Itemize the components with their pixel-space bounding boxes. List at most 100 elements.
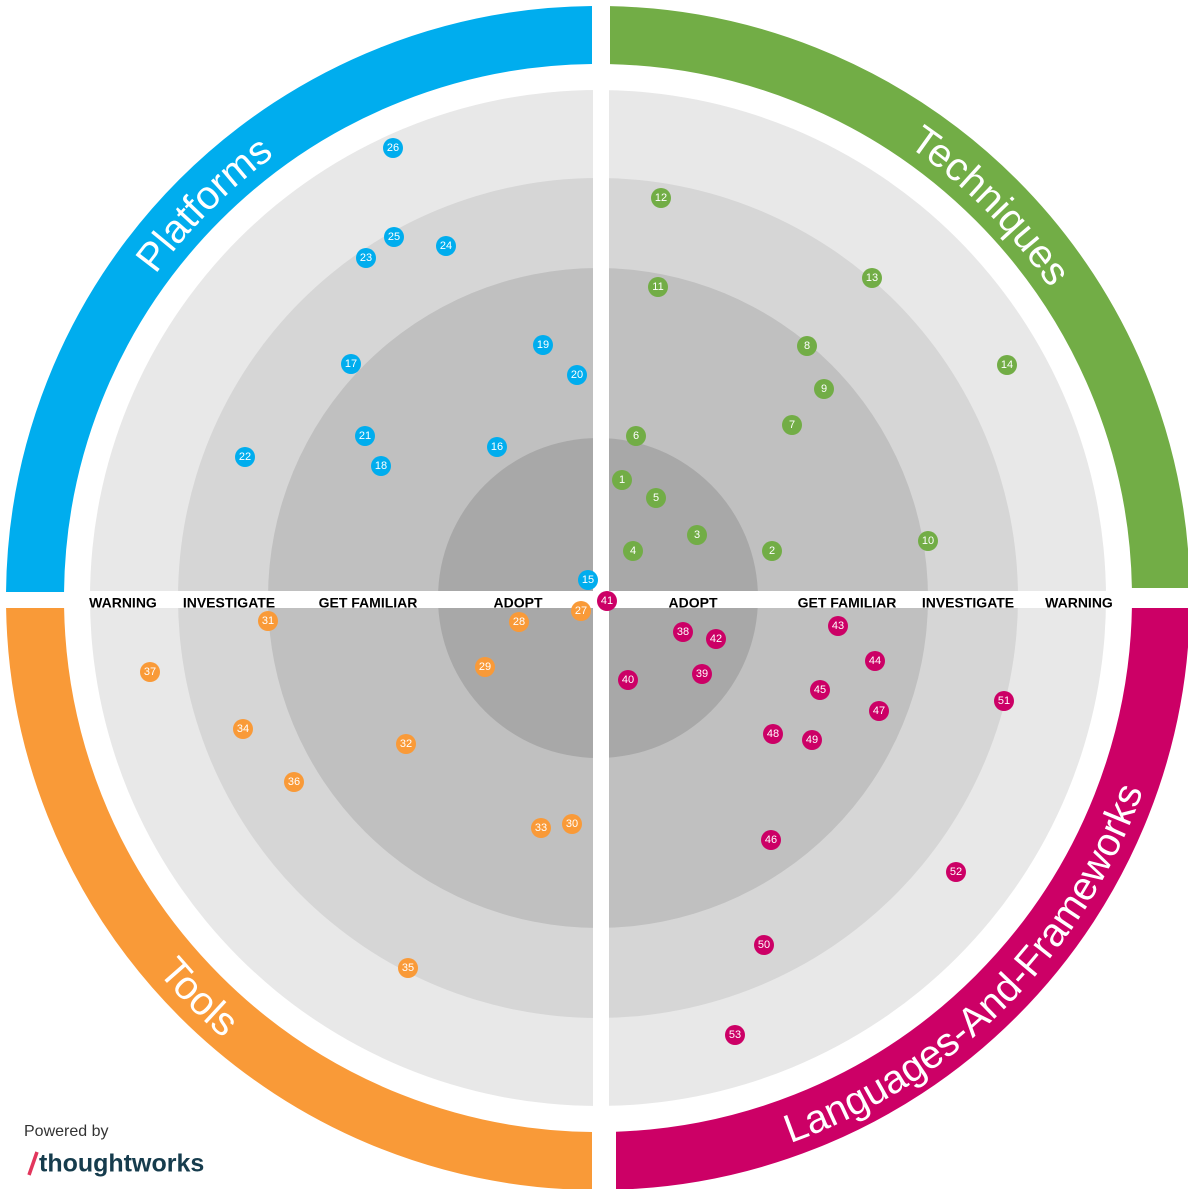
blip: 19 — [533, 335, 553, 355]
blip-number: 33 — [535, 822, 547, 834]
blip: 49 — [802, 730, 822, 750]
blip-number: 28 — [513, 616, 525, 628]
blip-number: 15 — [582, 574, 594, 586]
blip: 26 — [383, 138, 403, 158]
blip-dot — [396, 734, 416, 754]
blip: 13 — [862, 268, 882, 288]
blip-number: 14 — [1001, 359, 1013, 371]
blip-number: 2 — [769, 545, 775, 557]
blip-number: 31 — [262, 615, 274, 627]
blip-dot — [946, 862, 966, 882]
blip-dot — [797, 336, 817, 356]
blip-dot — [687, 525, 707, 545]
blip-number: 32 — [400, 738, 412, 750]
blip: 44 — [865, 651, 885, 671]
blip-number: 7 — [789, 419, 795, 431]
blip-dot — [869, 701, 889, 721]
ring-label: ADOPT — [669, 595, 718, 611]
blip-dot — [673, 622, 693, 642]
blip-number: 8 — [804, 340, 810, 352]
blip-dot — [509, 612, 529, 632]
blip-number: 53 — [729, 1029, 741, 1041]
blip: 35 — [398, 958, 418, 978]
blip: 47 — [869, 701, 889, 721]
blip: 12 — [651, 188, 671, 208]
blip-dot — [862, 268, 882, 288]
blip-number: 38 — [677, 626, 689, 638]
blip-number: 39 — [696, 668, 708, 680]
blip: 39 — [692, 664, 712, 684]
blip: 6 — [626, 426, 646, 446]
blip-number: 49 — [806, 734, 818, 746]
blip: 16 — [487, 437, 507, 457]
blip-number: 1 — [619, 474, 625, 486]
blip: 22 — [235, 447, 255, 467]
blip: 42 — [706, 629, 726, 649]
blip-dot — [436, 236, 456, 256]
blip: 21 — [355, 426, 375, 446]
blip-number: 34 — [237, 723, 249, 735]
blip: 8 — [797, 336, 817, 356]
brand-slash — [27, 1151, 39, 1176]
blip-number: 40 — [622, 674, 634, 686]
blip: 28 — [509, 612, 529, 632]
blip: 43 — [828, 616, 848, 636]
blip-number: 30 — [566, 818, 578, 830]
blip-dot — [533, 335, 553, 355]
blip-dot — [562, 814, 582, 834]
ring-label: INVESTIGATE — [183, 595, 275, 611]
blip-dot — [754, 935, 774, 955]
blip-dot — [567, 365, 587, 385]
blip: 2 — [762, 541, 782, 561]
blip: 15 — [578, 570, 598, 590]
blip-dot — [623, 541, 643, 561]
blip-number: 41 — [601, 595, 613, 607]
blip: 32 — [396, 734, 416, 754]
blip-number: 19 — [537, 339, 549, 351]
blip-dot — [651, 188, 671, 208]
blip: 31 — [258, 611, 278, 631]
blip: 23 — [356, 248, 376, 268]
blip-dot — [865, 651, 885, 671]
blip-number: 35 — [402, 962, 414, 974]
blip-dot — [814, 379, 834, 399]
blip: 10 — [918, 531, 938, 551]
blip-number: 17 — [345, 358, 357, 370]
blip-number: 36 — [288, 776, 300, 788]
blip-dot — [810, 680, 830, 700]
blip-dot — [140, 662, 160, 682]
blip-number: 18 — [375, 460, 387, 472]
blip-dot — [761, 830, 781, 850]
blip-dot — [284, 772, 304, 792]
blip-dot — [626, 426, 646, 446]
blip-dot — [383, 138, 403, 158]
blip: 38 — [673, 622, 693, 642]
blip: 17 — [341, 354, 361, 374]
blip-number: 46 — [765, 834, 777, 846]
blip-number: 3 — [694, 529, 700, 541]
blip-number: 6 — [633, 430, 639, 442]
blip: 18 — [371, 456, 391, 476]
blip-dot — [233, 719, 253, 739]
blip: 34 — [233, 719, 253, 739]
blip-number: 20 — [571, 369, 583, 381]
blip: 37 — [140, 662, 160, 682]
blip-dot — [994, 691, 1014, 711]
blip-dot — [258, 611, 278, 631]
blip: 1 — [612, 470, 632, 490]
ring-label: ADOPT — [494, 595, 543, 611]
blip: 30 — [562, 814, 582, 834]
blip: 51 — [994, 691, 1014, 711]
blip-dot — [762, 541, 782, 561]
blip: 53 — [725, 1025, 745, 1045]
blip-number: 51 — [998, 695, 1010, 707]
blip: 52 — [946, 862, 966, 882]
blip-dot — [235, 447, 255, 467]
blip-dot — [763, 724, 783, 744]
blip-number: 16 — [491, 441, 503, 453]
blip: 29 — [475, 657, 495, 677]
blip: 45 — [810, 680, 830, 700]
blip-number: 4 — [630, 545, 636, 557]
blip-number: 26 — [387, 142, 399, 154]
